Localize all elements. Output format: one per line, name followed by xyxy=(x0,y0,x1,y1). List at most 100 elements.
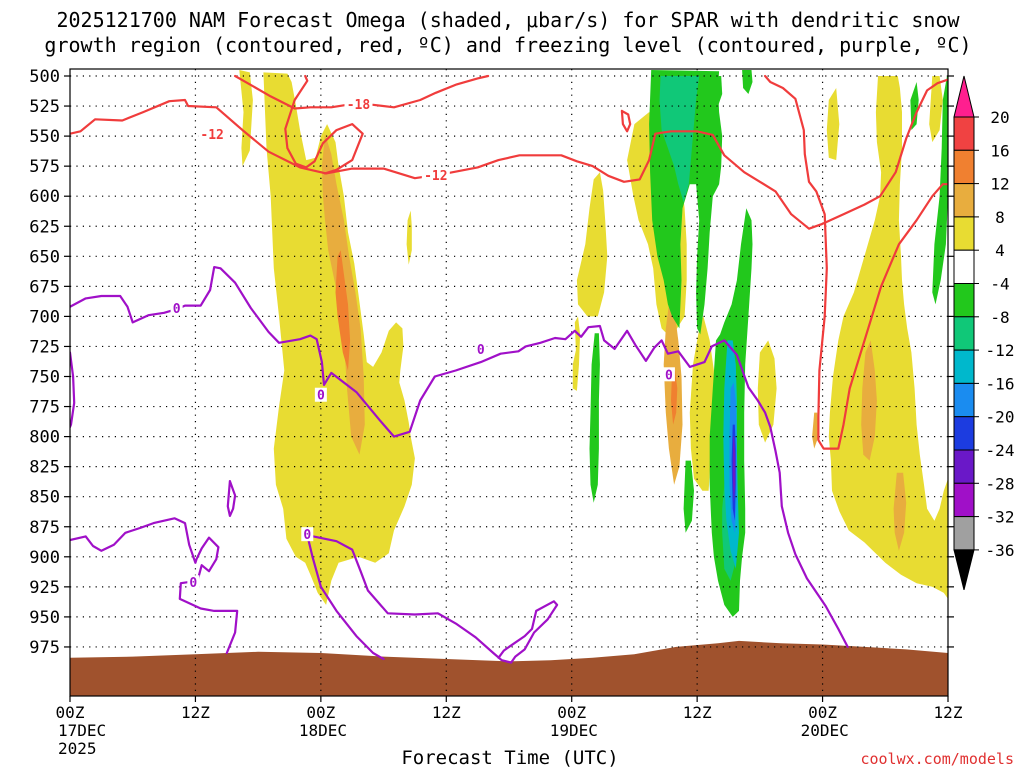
colorbar-label-13: -36 xyxy=(986,541,1015,560)
x-tick-label-0: 00Z xyxy=(56,703,85,722)
colorbar-label-12: -32 xyxy=(986,508,1015,527)
omega-region-w-4-d xyxy=(572,316,581,391)
y-tick-label-500: 500 xyxy=(29,67,60,87)
omega-region-w8-e xyxy=(812,412,819,449)
y-tick-label-525: 525 xyxy=(29,97,60,117)
contour-label-6: 0 xyxy=(665,368,673,383)
y-tick-label-675: 675 xyxy=(29,277,60,297)
colorbar-bin-11 xyxy=(953,449,975,484)
omega-region-wm4-b xyxy=(716,76,723,106)
omega-region-w-4-e xyxy=(576,172,608,317)
omega-region-w8-c xyxy=(861,340,877,461)
y-tick-label-550: 550 xyxy=(29,127,60,147)
contour-label-bg-3 xyxy=(170,301,183,316)
omega-region-w-4-a xyxy=(239,70,253,167)
contour-label-bg-8 xyxy=(187,575,200,590)
x-tick-label-36: 12Z xyxy=(432,703,461,722)
contour-dgz-minus12-upper xyxy=(70,78,948,230)
colorbar-label-8: -16 xyxy=(986,374,1015,393)
plot-area xyxy=(70,69,948,696)
y-tick-label-625: 625 xyxy=(29,217,60,237)
x-tick-label-84: 12Z xyxy=(934,703,963,722)
omega-region-wm24-a xyxy=(732,436,736,503)
colorbar: 20 16 12 8 4 -4 -8 -12 -16 -20 -24 -28 -32 -36 xyxy=(953,75,1015,591)
chart-title-line-2: growth region (contoured, red, ºC) and f… xyxy=(44,33,971,57)
colorbar-top-arrow xyxy=(953,75,975,118)
omega-region-wm4-g xyxy=(932,76,948,305)
x-axis-label: Forecast Time (UTC) xyxy=(401,747,618,768)
terrain-surface-layer xyxy=(70,640,948,696)
colorbar-label-3: 8 xyxy=(995,208,1005,227)
omega-region-wm4-c xyxy=(742,70,753,94)
contour-freezing-bottom xyxy=(306,534,559,664)
omega-region-w-4-b xyxy=(263,72,415,605)
contour-label-bg-6 xyxy=(662,367,675,382)
contour-label-1: -18 xyxy=(347,98,371,113)
colorbar-bin-4 xyxy=(953,216,975,251)
contour-layer xyxy=(70,74,948,664)
contour-label-layer: -12 -18 -12 0 0 0 0 0 0 xyxy=(170,96,675,591)
contour-dgz-minus12-left xyxy=(284,74,364,175)
y-tick-label-850: 850 xyxy=(29,488,60,508)
contour-label-5: 0 xyxy=(317,389,325,404)
contour-label-0: -12 xyxy=(200,128,223,143)
y-tick-label-700: 700 xyxy=(29,307,60,327)
colorbar-bottom-arrow xyxy=(953,549,975,591)
x-date-label-72: 20DEC xyxy=(801,721,849,740)
contour-label-bg-4 xyxy=(474,342,487,357)
terrain-surface xyxy=(70,640,948,696)
y-axis: 500 525 550 575 600 625 650 675 700 725 750 775 800 8… xyxy=(29,67,954,658)
colorbar-label-0: 20 xyxy=(990,108,1009,127)
y-tick-label-975: 975 xyxy=(29,638,60,658)
contour-label-bg-2 xyxy=(421,167,450,182)
colorbar-bin-9 xyxy=(953,382,975,418)
colorbar-bin-5 xyxy=(953,249,975,284)
omega-region-w-4-k xyxy=(929,76,943,143)
omega-region-w-4-c xyxy=(406,210,412,265)
colorbar-bin-1 xyxy=(953,116,975,151)
colorbar-label-11: -28 xyxy=(986,474,1015,493)
contour-freezing-main xyxy=(70,266,849,648)
colorbar-label-1: 16 xyxy=(990,141,1009,160)
x-date-label-48: 19DEC xyxy=(550,721,598,740)
omega-region-w-4-g xyxy=(689,316,714,491)
omega-region-wm4-f xyxy=(910,82,919,131)
colorbar-label-5: -4 xyxy=(990,275,1009,294)
contour-label-bg-1 xyxy=(344,96,373,111)
x-tick-label-60: 12Z xyxy=(683,703,712,722)
colorbar-bin-2 xyxy=(953,149,975,185)
colorbar-bin-8 xyxy=(953,349,975,384)
contour-label-bg-0 xyxy=(198,126,227,141)
contour-freezing-lower xyxy=(70,517,239,655)
chart-title-line-1: 2025121700 NAM Forecast Omega (shaded, μ… xyxy=(56,8,960,32)
omega-region-w-4-h xyxy=(757,340,777,443)
colorbar-label-9: -20 xyxy=(986,408,1015,427)
colorbar-label-4: 4 xyxy=(995,241,1005,260)
colorbar-bin-12 xyxy=(953,482,975,518)
contour-label-4: 0 xyxy=(477,343,485,358)
x-tick-label-72: 00Z xyxy=(808,703,837,722)
x-tick-label-24: 00Z xyxy=(306,703,335,722)
colorbar-label-2: 12 xyxy=(990,175,1009,194)
y-tick-label-800: 800 xyxy=(29,428,60,448)
x-date-label-24: 18DEC xyxy=(299,721,347,740)
omega-region-w-4-j xyxy=(826,88,840,161)
colorbar-bin-10 xyxy=(953,416,975,451)
colorbar-bin-6 xyxy=(953,283,975,318)
omega-region-wm4-d xyxy=(589,333,600,503)
omega-region-w12-a xyxy=(335,250,351,371)
contour-freezing-left-edge xyxy=(70,351,76,429)
contour-label-8: 0 xyxy=(189,576,197,591)
x-year-label-0: 2025 xyxy=(58,739,97,758)
contour-dgz-minus12-right xyxy=(764,74,948,450)
x-tick-label-48: 00Z xyxy=(557,703,586,722)
y-tick-label-650: 650 xyxy=(29,247,60,267)
contour-freezing-lower-tail xyxy=(306,534,385,661)
contour-freezing-small-loop xyxy=(226,480,237,517)
omega-shading-layer xyxy=(239,70,948,617)
contour-dgz-minus12-small xyxy=(620,109,632,133)
colorbar-bin-3 xyxy=(953,183,975,218)
colorbar-label-7: -12 xyxy=(986,341,1015,360)
